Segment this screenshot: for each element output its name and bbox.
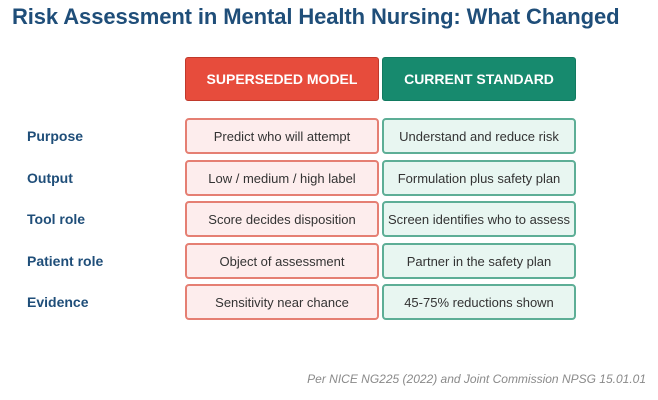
superseded-cell-evidence: Sensitivity near chance xyxy=(185,284,379,320)
current-cell-tool-role: Screen identifies who to assess xyxy=(382,201,576,237)
superseded-cell-output: Low / medium / high label xyxy=(185,160,379,196)
source-footnote: Per NICE NG225 (2022) and Joint Commissi… xyxy=(307,372,646,386)
row-label-evidence: Evidence xyxy=(27,294,89,310)
current-cell-purpose: Understand and reduce risk xyxy=(382,118,576,154)
page-title: Risk Assessment in Mental Health Nursing… xyxy=(12,4,620,29)
current-cell-evidence: 45-75% reductions shown xyxy=(382,284,576,320)
superseded-model-header: SUPERSEDED MODEL xyxy=(185,57,379,101)
row-label-tool-role: Tool role xyxy=(27,211,86,227)
current-standard-header: CURRENT STANDARD xyxy=(382,57,576,101)
row-label-purpose: Purpose xyxy=(27,128,84,144)
superseded-cell-tool-role: Score decides disposition xyxy=(185,201,379,237)
superseded-cell-purpose: Predict who will attempt xyxy=(185,118,379,154)
superseded-cell-patient-role: Object of assessment xyxy=(185,243,379,279)
row-label-patient-role: Patient role xyxy=(27,253,104,269)
current-cell-patient-role: Partner in the safety plan xyxy=(382,243,576,279)
current-cell-output: Formulation plus safety plan xyxy=(382,160,576,196)
row-label-output: Output xyxy=(27,170,73,186)
